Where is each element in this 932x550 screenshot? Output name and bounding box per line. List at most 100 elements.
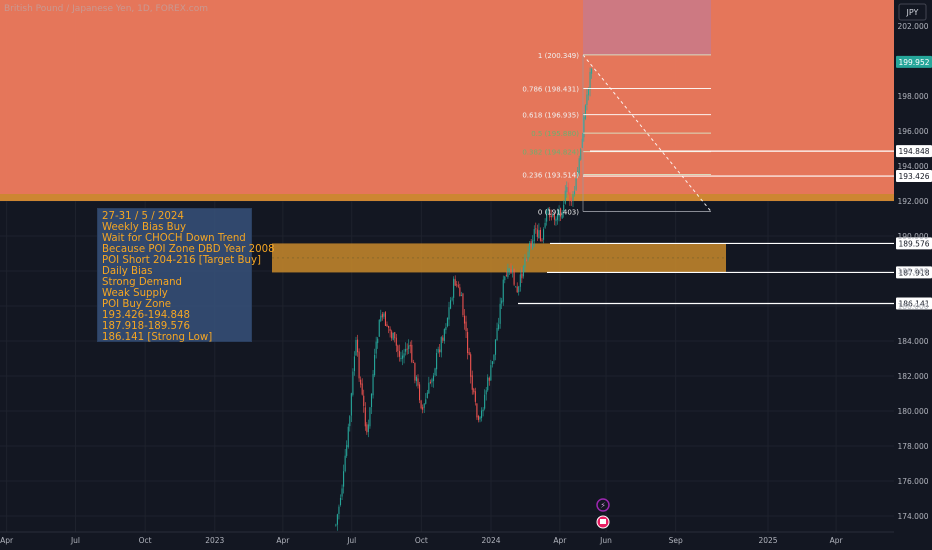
candle-body: [533, 229, 535, 242]
candle-body: [563, 204, 565, 212]
candle-body: [406, 348, 408, 350]
level-price-tag: [896, 237, 932, 250]
fib-label: 0.5 (195.880): [531, 130, 579, 138]
candle-body: [583, 117, 585, 138]
candle-body: [542, 229, 545, 240]
candle-body: [536, 229, 538, 237]
supply-zone: [0, 0, 894, 201]
x-tick-label: Jun: [599, 536, 612, 545]
y-tick-label: 182.000: [897, 372, 928, 381]
currency-label: JPY: [906, 8, 919, 17]
x-tick-label: Apr: [830, 536, 844, 545]
note-line: POI Buy Zone: [102, 299, 172, 310]
y-tick-label: 196.000: [897, 127, 928, 136]
candle-body: [577, 171, 579, 178]
candle-body: [408, 345, 410, 349]
candles: [335, 67, 593, 531]
level-price-tag: [896, 297, 932, 310]
candle-body: [389, 328, 391, 332]
candle-body: [477, 415, 479, 421]
candle-body: [414, 362, 416, 381]
candle-body: [467, 332, 469, 353]
candle-body: [578, 158, 580, 173]
flash-event-badge: [596, 498, 610, 512]
candle-body: [346, 445, 348, 456]
level-price-label: 186.141: [898, 300, 929, 309]
candle-body: [350, 393, 352, 416]
candle-body: [395, 337, 397, 346]
fib-label: 0.786 (198.431): [522, 85, 579, 93]
candle-body: [522, 265, 524, 277]
x-tick-label: Apr: [0, 536, 14, 545]
candle-body: [384, 312, 386, 326]
y-tick-label: 192.000: [897, 197, 928, 206]
candle-body: [456, 284, 458, 286]
candle-body: [425, 399, 427, 404]
candle-body: [569, 192, 571, 201]
note-line: POI Short 204-216 [Target Buy]: [102, 255, 261, 266]
candle-body: [496, 328, 498, 341]
short-poi-zone: [583, 0, 711, 55]
fib-trend-line: [582, 54, 712, 212]
x-tick-label: Jul: [70, 536, 80, 545]
candle-body: [516, 286, 518, 293]
candle-body: [488, 377, 490, 381]
x-tick-label: Jul: [346, 536, 356, 545]
y-tick-label: 188.000: [897, 267, 928, 276]
candle-body: [541, 239, 543, 242]
candle-body: [546, 210, 548, 222]
candle-body: [454, 279, 456, 286]
candle-body: [463, 315, 466, 324]
candle-body: [561, 212, 563, 219]
candle-body: [491, 361, 493, 365]
candle-body: [484, 394, 486, 409]
flash-icon: ⚡: [600, 501, 606, 510]
candle-body: [573, 191, 576, 195]
x-tick-label: 2023: [205, 536, 224, 545]
candle-body: [392, 332, 394, 340]
candle-body: [423, 403, 425, 408]
candle-body: [360, 379, 362, 385]
candle-body: [550, 215, 552, 217]
candle-body: [378, 319, 380, 337]
candle-body: [555, 218, 557, 222]
supply-zone-base: [0, 194, 894, 201]
fib-label: 0.382 (194.824): [522, 149, 579, 157]
candle-body: [547, 207, 549, 211]
candle-body: [552, 213, 554, 217]
x-tick-label: 2025: [758, 536, 777, 545]
candle-body: [524, 258, 526, 267]
y-tick-label: 186.000: [897, 302, 928, 311]
candle-body: [387, 325, 390, 328]
candle-body: [349, 416, 351, 427]
x-tick-label: Apr: [553, 536, 567, 545]
flag-icon: [600, 519, 606, 524]
candle-body: [518, 286, 520, 293]
candle-body: [344, 455, 346, 472]
candle-body: [515, 286, 517, 288]
candle-body: [499, 303, 501, 324]
level-price-tag: [896, 266, 932, 279]
candle-body: [434, 368, 436, 376]
candle-body: [428, 382, 430, 394]
candle-body: [420, 400, 422, 409]
candle-body: [505, 274, 507, 276]
candle-body: [580, 149, 582, 160]
candle-body: [493, 354, 495, 361]
candle-body: [508, 269, 510, 271]
candle-body: [560, 208, 562, 217]
candle-body: [525, 259, 528, 261]
candle-body: [460, 295, 462, 297]
y-tick-label: 176.000: [897, 477, 928, 486]
candle-body: [352, 371, 354, 395]
level-price-label: 193.426: [898, 172, 929, 181]
candle-body: [369, 407, 371, 427]
candle-body: [457, 285, 459, 287]
candle-body: [465, 321, 467, 332]
candle-body: [401, 355, 404, 359]
horizontal-levels: 194.848 193.426 189.576 187.918 186.141: [518, 145, 932, 310]
candle-body: [338, 506, 340, 514]
candle-body: [587, 87, 590, 96]
